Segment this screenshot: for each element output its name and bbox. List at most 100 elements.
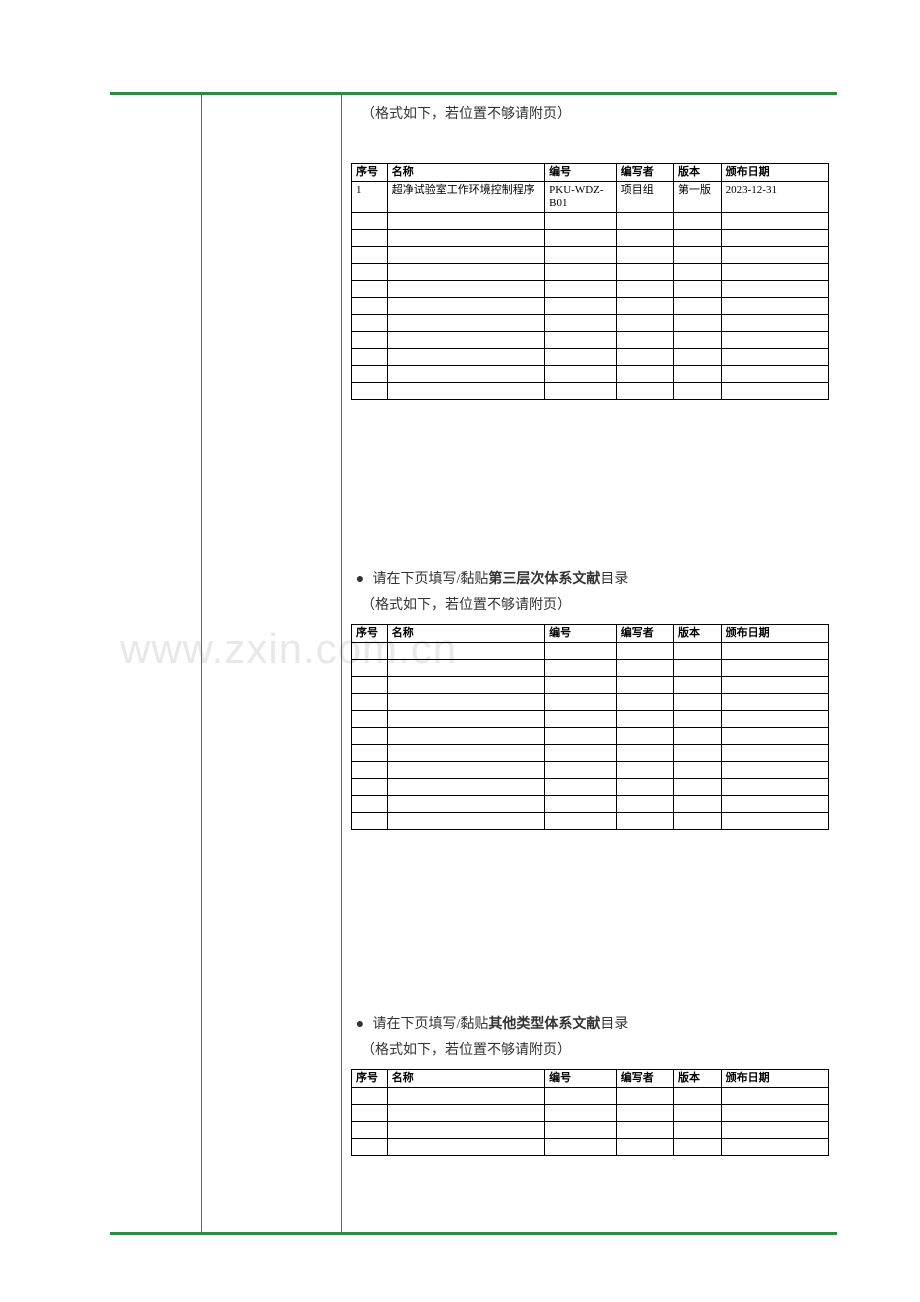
table-cell — [387, 694, 544, 711]
table-cell — [352, 643, 388, 660]
table-cell — [721, 247, 828, 264]
table-cell — [352, 1088, 388, 1105]
table-cell — [673, 230, 721, 247]
table-cell — [387, 1122, 544, 1139]
table-cell — [721, 728, 828, 745]
table-cell — [616, 366, 673, 383]
table-cell — [673, 281, 721, 298]
table-cell — [616, 660, 673, 677]
table-cell — [721, 332, 828, 349]
section-3-bold: 其他类型体系文献 — [488, 1017, 600, 1032]
table-cell — [616, 315, 673, 332]
table-cell — [673, 298, 721, 315]
section-1: （格式如下，若位置不够请附页） — [343, 95, 837, 129]
section-3-tbody — [352, 1088, 829, 1156]
table-cell — [673, 779, 721, 796]
table-row — [352, 643, 829, 660]
th-name: 名称 — [387, 625, 544, 643]
table-cell — [673, 366, 721, 383]
table-cell — [545, 349, 617, 366]
th-code: 编号 — [545, 625, 617, 643]
table-cell — [352, 796, 388, 813]
table-cell: 第一版 — [673, 182, 721, 213]
table-row — [352, 813, 829, 830]
th-ver: 版本 — [673, 625, 721, 643]
table-cell — [616, 711, 673, 728]
th-seq: 序号 — [352, 1070, 388, 1088]
table-cell — [545, 383, 617, 400]
table-row — [352, 213, 829, 230]
table-cell — [352, 264, 388, 281]
table-cell — [673, 813, 721, 830]
bottom-green-rule — [110, 1232, 837, 1235]
table-cell — [721, 383, 828, 400]
th-author: 编写者 — [616, 164, 673, 182]
th-name: 名称 — [387, 1070, 544, 1088]
table-cell — [387, 1139, 544, 1156]
table-cell — [352, 315, 388, 332]
section-2-prefix: 请在下页填写/黏贴 — [373, 572, 489, 587]
table-cell — [721, 694, 828, 711]
table-cell — [545, 660, 617, 677]
table-cell — [721, 779, 828, 796]
table-cell — [673, 1139, 721, 1156]
section-3-note: （格式如下，若位置不够请附页） — [351, 1039, 829, 1065]
table-cell — [673, 796, 721, 813]
section-3-prefix: 请在下页填写/黏贴 — [373, 1017, 489, 1032]
table-cell — [352, 1105, 388, 1122]
content-area: （格式如下，若位置不够请附页） 序号 名称 编号 编写者 版本 颁布日期 — [110, 95, 837, 1232]
table-cell — [387, 762, 544, 779]
table-cell — [545, 728, 617, 745]
table-cell — [545, 315, 617, 332]
table-row — [352, 660, 829, 677]
table-cell — [545, 332, 617, 349]
table-row — [352, 779, 829, 796]
table-cell — [387, 677, 544, 694]
th-ver: 版本 — [673, 164, 721, 182]
table-cell — [721, 349, 828, 366]
table-cell — [545, 1139, 617, 1156]
table-cell — [387, 281, 544, 298]
left-column — [110, 95, 202, 1232]
middle-column — [202, 95, 342, 1232]
table-cell — [721, 745, 828, 762]
table-cell — [545, 366, 617, 383]
table-cell — [545, 247, 617, 264]
table-cell — [616, 1139, 673, 1156]
table-cell — [673, 383, 721, 400]
table-cell — [387, 247, 544, 264]
table-cell — [721, 315, 828, 332]
table-cell — [721, 1105, 828, 1122]
bullet-icon: ● — [351, 572, 369, 588]
table-cell — [616, 813, 673, 830]
table-cell — [616, 213, 673, 230]
table-cell — [616, 694, 673, 711]
section-3-suffix: 目录 — [600, 1017, 628, 1032]
table-cell — [721, 230, 828, 247]
table-cell — [545, 779, 617, 796]
table-cell — [721, 298, 828, 315]
section-2-suffix: 目录 — [600, 572, 628, 587]
table-cell — [616, 643, 673, 660]
section-2-note: （格式如下，若位置不够请附页） — [351, 594, 829, 620]
table-cell — [673, 247, 721, 264]
th-date: 颁布日期 — [721, 625, 828, 643]
table-cell — [673, 745, 721, 762]
table-cell — [673, 264, 721, 281]
table-cell — [387, 745, 544, 762]
table-cell — [673, 694, 721, 711]
table-cell — [721, 660, 828, 677]
table-cell — [721, 762, 828, 779]
section-1-note: （格式如下，若位置不够请附页） — [351, 103, 829, 129]
table-cell: 超净试验室工作环境控制程序 — [387, 182, 544, 213]
table-cell — [616, 1122, 673, 1139]
table-cell: 项目组 — [616, 182, 673, 213]
table-cell — [721, 1139, 828, 1156]
table-cell — [387, 711, 544, 728]
table-cell — [387, 796, 544, 813]
table-row — [352, 298, 829, 315]
section-1-table: 序号 名称 编号 编写者 版本 颁布日期 1超净试验室工作环境控制程序PKU-W… — [351, 163, 829, 400]
table-cell — [616, 230, 673, 247]
th-ver: 版本 — [673, 1070, 721, 1088]
table-cell — [352, 813, 388, 830]
